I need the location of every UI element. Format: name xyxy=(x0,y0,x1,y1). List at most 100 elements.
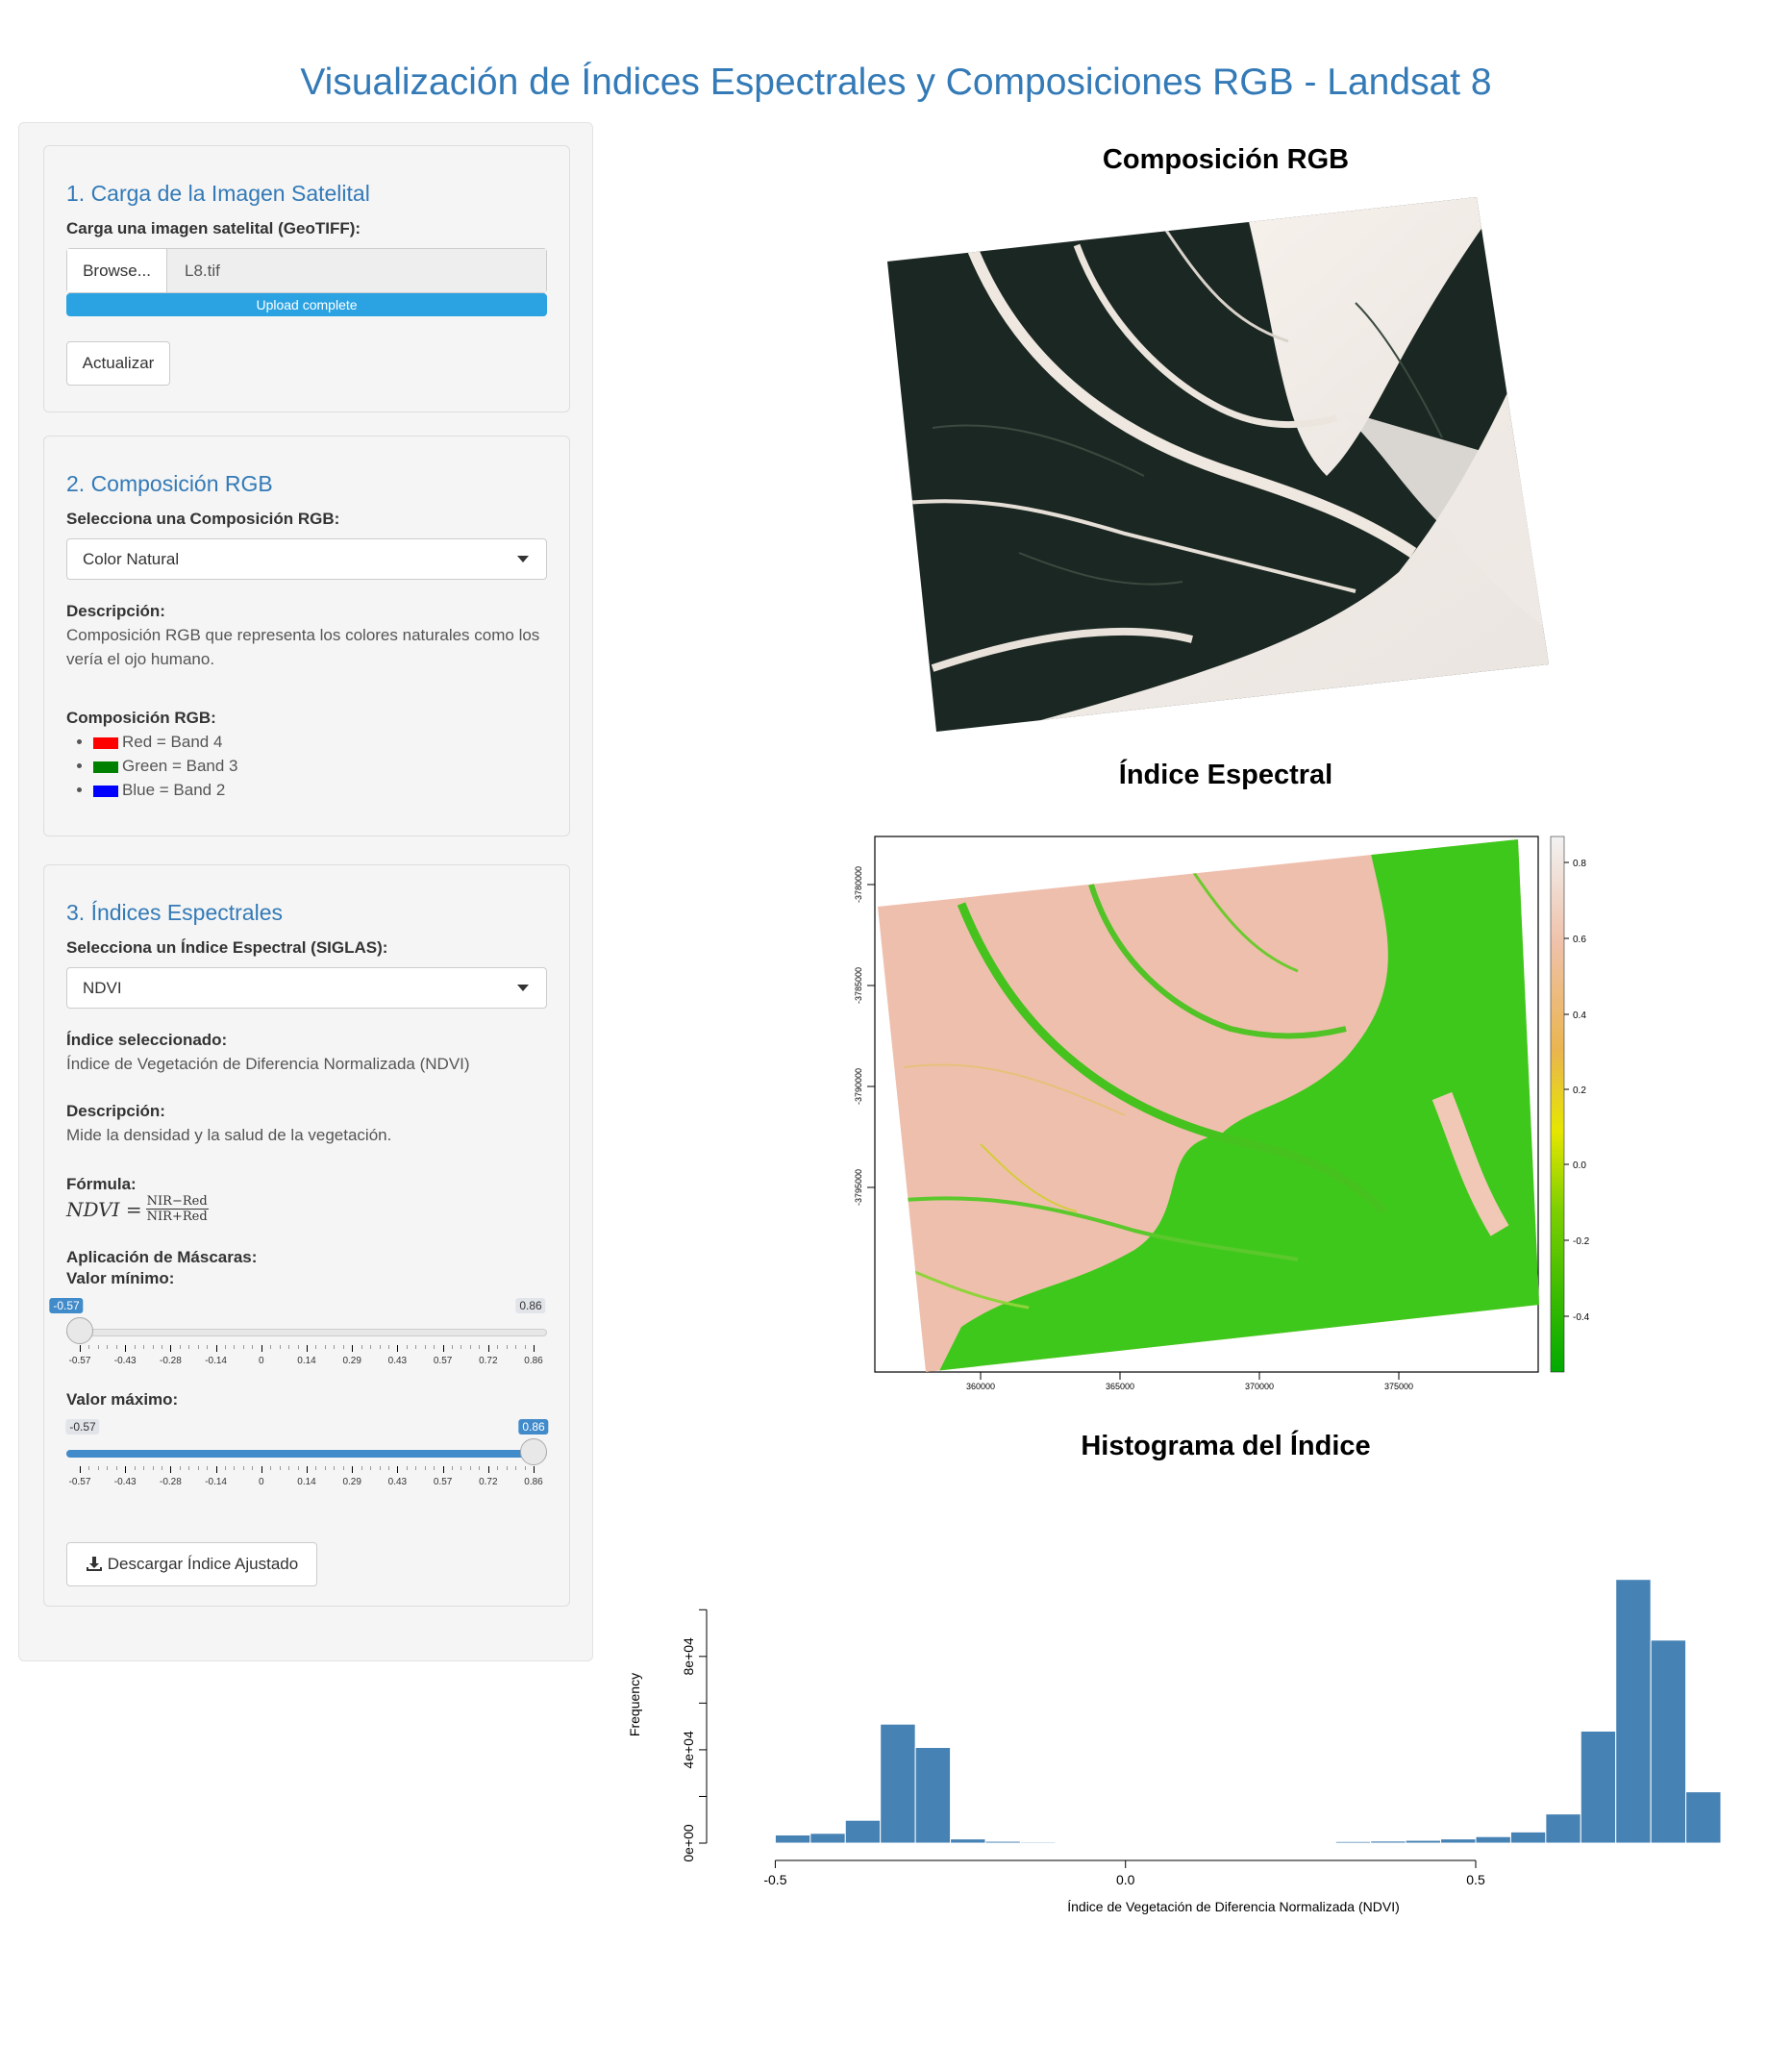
slider-minor-tick xyxy=(334,1345,336,1349)
download-button[interactable]: Descargar Índice Ajustado xyxy=(66,1542,317,1586)
max-slider-value: 0.86 xyxy=(518,1419,549,1435)
slider-tick xyxy=(80,1466,81,1473)
slider-minor-tick xyxy=(361,1345,362,1349)
rgb-desc-text: Composición RGB que representa los color… xyxy=(66,626,540,668)
map-y-tick-label: -3790000 xyxy=(854,1068,863,1105)
slider-minor-tick xyxy=(424,1345,426,1349)
slider-minor-tick xyxy=(88,1345,90,1349)
slider-tick-label: -0.14 xyxy=(205,1477,227,1487)
min-value-slider[interactable]: -0.57 0.86 -0.57 -0.43 -0.28 -0.14 0 0.14 0.29… xyxy=(49,1298,547,1366)
histogram-bar xyxy=(1370,1840,1406,1844)
histogram-bar xyxy=(984,1840,1021,1844)
slider-minor-tick xyxy=(379,1345,381,1349)
histogram-axes: -0.5 0.0 0.5 0e+00 4e+04 8e+04 xyxy=(681,1609,1485,1887)
histogram-bar xyxy=(774,1834,811,1844)
histogram-bar xyxy=(1264,1841,1302,1844)
slider-minor-tick xyxy=(288,1345,290,1349)
slider-tick xyxy=(534,1345,535,1352)
slider-minor-tick xyxy=(315,1345,317,1349)
sidebar: 1. Carga de la Imagen Satelital Carga un… xyxy=(18,122,593,1661)
formula-denominator: NIR+Red xyxy=(146,1210,208,1224)
download-label: Descargar Índice Ajustado xyxy=(107,1555,299,1573)
histogram-bar xyxy=(1650,1639,1687,1844)
histogram-bar xyxy=(844,1819,882,1844)
slider-minor-tick xyxy=(361,1466,362,1470)
slider-tick-label: -0.57 xyxy=(68,1356,91,1366)
min-slider-max-bound: 0.86 xyxy=(515,1298,546,1313)
slider-minor-tick xyxy=(297,1466,299,1470)
slider-tick-label: 0.43 xyxy=(387,1477,408,1487)
slider-tick-label: 0 xyxy=(259,1477,264,1487)
slider-minor-tick xyxy=(406,1345,408,1349)
formula-label: Fórmula: xyxy=(66,1175,137,1193)
index-select[interactable]: NDVI xyxy=(66,967,547,1009)
file-label: Carga una imagen satelital (GeoTIFF): xyxy=(66,219,361,237)
slider-minor-tick xyxy=(179,1466,181,1470)
hist-x-tick-label: 0.0 xyxy=(1116,1872,1135,1887)
hist-x-tick-label: -0.5 xyxy=(763,1872,786,1887)
rgb-select-label: Selecciona una Composición RGB: xyxy=(66,510,340,528)
slider-minor-tick xyxy=(424,1466,426,1470)
slider-handle[interactable] xyxy=(520,1438,547,1465)
slider-tick xyxy=(487,1466,489,1473)
file-name-field: L8.tif xyxy=(167,249,546,292)
slider-tick-label: 0.86 xyxy=(524,1477,543,1487)
histogram-bar xyxy=(914,1746,952,1844)
slider-fill xyxy=(66,1450,534,1458)
slider-minor-tick xyxy=(252,1345,254,1349)
browse-button[interactable]: Browse... xyxy=(67,249,167,292)
map-x-tick-label: 370000 xyxy=(1245,1382,1274,1391)
rgb-comp-label: Composición RGB: xyxy=(66,709,216,727)
slider-tick-label: 0.72 xyxy=(479,1356,498,1366)
chevron-down-icon xyxy=(517,985,529,991)
slider-minor-tick xyxy=(415,1466,417,1470)
histogram-bar xyxy=(1019,1841,1057,1844)
slider-minor-tick xyxy=(515,1345,517,1349)
slider-minor-tick xyxy=(506,1466,508,1470)
rgb-heading: 2. Composición RGB xyxy=(66,471,273,496)
slider-minor-tick xyxy=(207,1345,209,1349)
slider-minor-tick xyxy=(188,1466,190,1470)
update-button[interactable]: Actualizar xyxy=(66,341,170,386)
max-value-slider[interactable]: -0.57 0.86 -0.57 -0.43 -0.28 -0.14 0 0.14 0.29… xyxy=(65,1419,549,1487)
legend-tick-label: 0.4 xyxy=(1573,1011,1586,1021)
slider-track xyxy=(66,1329,547,1336)
legend-tick-label: 0.2 xyxy=(1573,1085,1586,1096)
band-blue-label: Blue = Band 2 xyxy=(122,781,226,799)
slider-tick xyxy=(170,1345,172,1352)
rgb-select[interactable]: Color Natural xyxy=(66,538,547,580)
legend-tick-label: -0.4 xyxy=(1573,1312,1590,1323)
slider-minor-tick xyxy=(479,1466,481,1470)
slider-minor-tick xyxy=(88,1466,90,1470)
file-input[interactable]: Browse... L8.tif xyxy=(66,248,547,293)
slider-tick xyxy=(80,1345,81,1352)
map-y-tick-label: -3785000 xyxy=(854,967,863,1004)
histogram-bar xyxy=(880,1723,916,1844)
chevron-down-icon xyxy=(517,556,529,562)
slider-tick xyxy=(534,1466,535,1473)
histogram-bar xyxy=(1300,1841,1336,1844)
slider-minor-tick xyxy=(370,1466,372,1470)
histogram-bar xyxy=(809,1833,846,1844)
histogram-bar xyxy=(1334,1840,1372,1844)
histogram-bar xyxy=(1685,1791,1722,1844)
slider-minor-tick xyxy=(324,1345,326,1349)
slider-tick xyxy=(442,1345,444,1352)
color-legend-ticks: 0.8 0.6 0.4 0.2 0.0 -0.2 -0.4 xyxy=(1564,859,1590,1323)
slider-minor-tick xyxy=(234,1345,236,1349)
upload-heading: 1. Carga de la Imagen Satelital xyxy=(66,181,370,206)
slider-tick xyxy=(397,1345,399,1352)
index-panel: 3. Índices Espectrales Selecciona un Índ… xyxy=(43,864,570,1607)
slider-tick xyxy=(261,1466,262,1473)
max-value-label: Valor máximo: xyxy=(66,1390,179,1409)
rgb-desc-label: Descripción: xyxy=(66,602,165,620)
slider-minor-tick xyxy=(107,1345,109,1349)
slider-tick-label: -0.28 xyxy=(159,1356,182,1366)
hist-x-label: Índice de Vegetación de Diferencia Norma… xyxy=(1067,1899,1400,1914)
legend-tick-label: 0.6 xyxy=(1573,935,1586,945)
slider-tick xyxy=(125,1466,127,1473)
legend-item: Blue = Band 2 xyxy=(93,778,238,802)
histogram-bar xyxy=(950,1838,986,1844)
slider-minor-tick xyxy=(115,1345,117,1349)
slider-handle[interactable] xyxy=(66,1317,93,1344)
